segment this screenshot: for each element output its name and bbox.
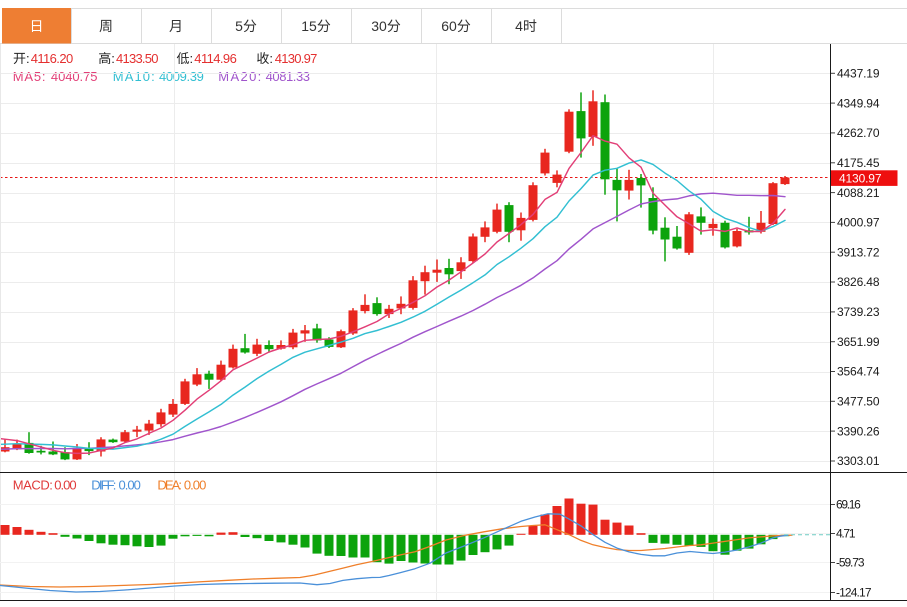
svg-text:DEA:: DEA: — [157, 478, 182, 493]
svg-text:4000.97: 4000.97 — [837, 216, 880, 230]
svg-text:4114.96: 4114.96 — [194, 51, 237, 66]
svg-text:4: 4 — [515, 18, 523, 34]
svg-text:4116.20: 4116.20 — [31, 51, 73, 66]
svg-text:60: 60 — [441, 18, 457, 34]
svg-text:3651.99: 3651.99 — [837, 335, 880, 349]
svg-text:3477.50: 3477.50 — [837, 395, 880, 409]
svg-text:4130.97: 4130.97 — [839, 171, 882, 185]
svg-text:-124.17: -124.17 — [836, 586, 872, 600]
svg-text:MACD:: MACD: — [13, 478, 53, 493]
svg-text:4133.50: 4133.50 — [116, 51, 159, 66]
svg-text:4130.97: 4130.97 — [275, 51, 318, 66]
svg-text::: : — [26, 51, 30, 66]
svg-text:15: 15 — [301, 18, 317, 34]
svg-text:-59.73: -59.73 — [836, 556, 865, 570]
svg-text:3826.48: 3826.48 — [837, 275, 880, 289]
svg-text:3739.23: 3739.23 — [837, 305, 880, 319]
svg-text:DIFF:: DIFF: — [91, 478, 116, 493]
svg-text:3913.72: 3913.72 — [837, 245, 880, 259]
svg-text:4262.70: 4262.70 — [837, 126, 880, 140]
svg-text:0.00: 0.00 — [184, 478, 206, 493]
svg-text::: : — [111, 51, 115, 66]
svg-text:MA20:: MA20: — [218, 69, 261, 84]
svg-text:4437.19: 4437.19 — [837, 67, 880, 81]
svg-text:5: 5 — [235, 18, 243, 34]
svg-text:4.71: 4.71 — [836, 527, 856, 541]
svg-text::: : — [190, 51, 194, 66]
svg-text:4081.33: 4081.33 — [266, 69, 310, 84]
svg-text:3390.26: 3390.26 — [837, 424, 880, 438]
svg-text:3564.74: 3564.74 — [837, 365, 880, 379]
svg-text:MA10:: MA10: — [113, 69, 155, 84]
svg-text:4175.45: 4175.45 — [837, 156, 880, 170]
svg-text:0.00: 0.00 — [54, 478, 76, 493]
svg-text::: : — [269, 51, 273, 66]
svg-text:30: 30 — [371, 18, 387, 34]
svg-text:0.00: 0.00 — [119, 478, 141, 493]
svg-text:4349.94: 4349.94 — [837, 96, 880, 110]
svg-text:4088.21: 4088.21 — [837, 186, 880, 200]
svg-text:4040.75: 4040.75 — [51, 69, 98, 84]
svg-text:MA5:: MA5: — [13, 69, 46, 84]
svg-text:69.16: 69.16 — [836, 498, 861, 512]
svg-text:3303.01: 3303.01 — [837, 454, 880, 468]
svg-text:4009.39: 4009.39 — [159, 69, 204, 84]
